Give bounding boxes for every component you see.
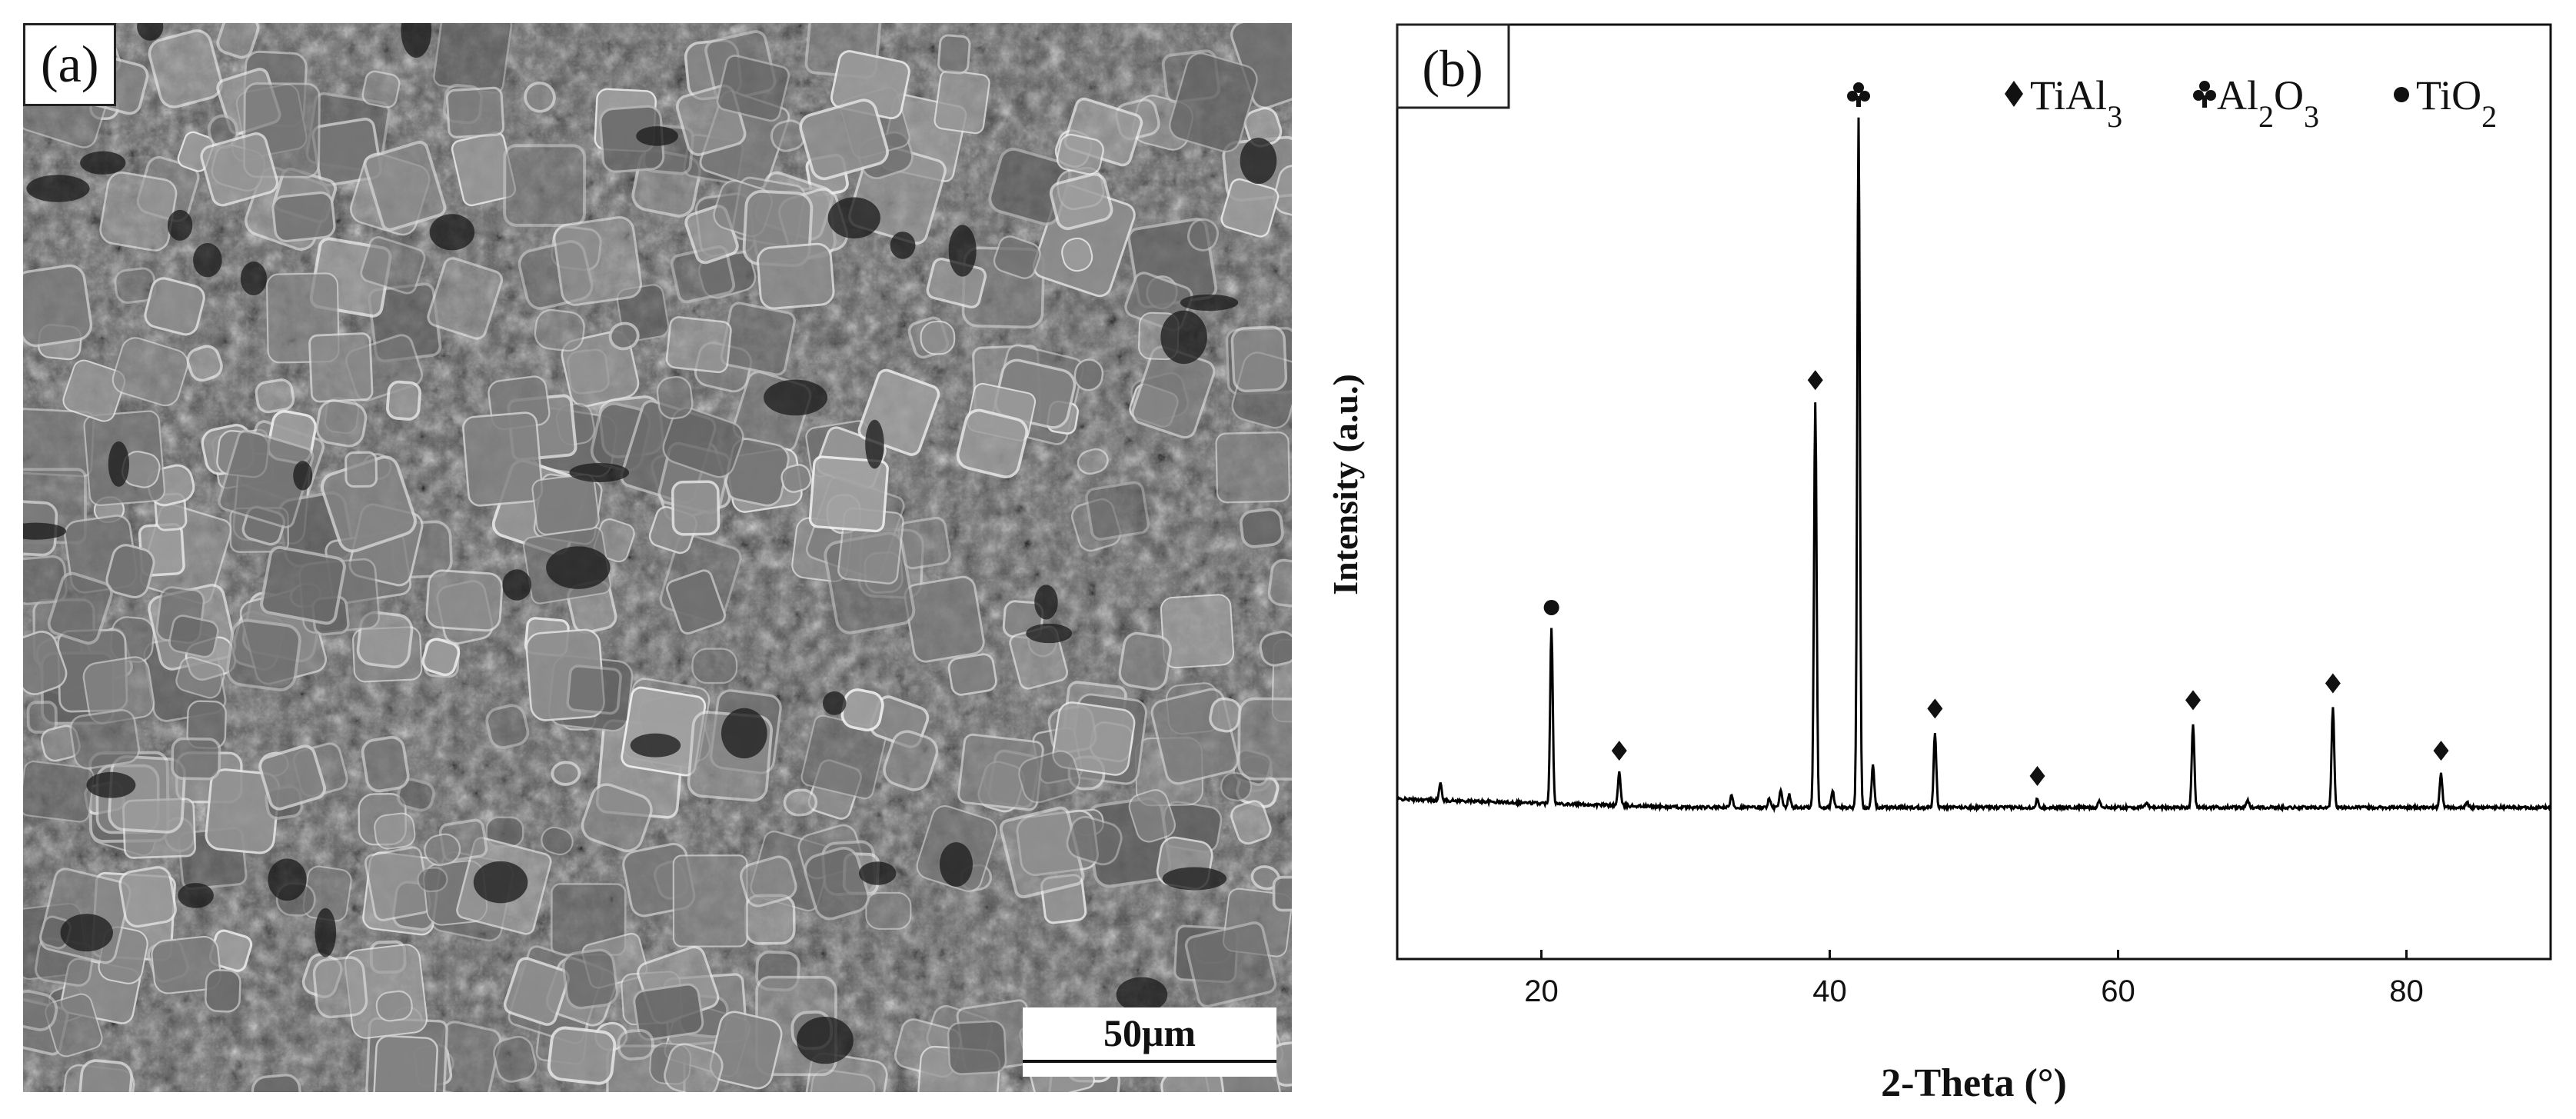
peak-marker-diamond-icon — [2185, 690, 2201, 711]
xrd-chart: 20 40 60 80 2-Theta (°) Intensity (a.u.) Ti… — [1311, 23, 2572, 1115]
peak-marker-diamond-icon — [2029, 765, 2045, 786]
club-icon — [2193, 81, 2216, 108]
peak-marker-circle-icon — [1543, 599, 1559, 615]
legend-tial3: TiAl3 — [2030, 72, 2122, 134]
sem-micrograph: (a) 50μm — [23, 23, 1292, 1092]
peak-marker-club-icon — [1847, 82, 1870, 107]
legend-al2o3: Al2O3 — [2217, 72, 2319, 134]
xrd-spectrum-line — [1396, 117, 2552, 814]
panel-label-a: (a) — [23, 23, 117, 106]
scale-bar-label: 50μm — [1103, 1011, 1196, 1054]
peak-marker-diamond-icon — [1927, 698, 1943, 719]
legend: TiAl3 Al2O3 TiO2 — [2005, 72, 2497, 134]
circle-icon — [2394, 87, 2409, 102]
peak-marker-diamond-icon — [2325, 673, 2341, 694]
x-axis-label: 2-Theta (°) — [1881, 1061, 2067, 1105]
peak-marker-diamond-icon — [1611, 741, 1627, 761]
scale-bar: 50μm — [1023, 1007, 1276, 1077]
sem-image — [23, 23, 1292, 1092]
panel-label-b-box: (b) — [1396, 23, 1510, 109]
x-tick-label: 20 — [1524, 974, 1559, 1008]
panel-label-b: (b) — [1422, 39, 1483, 98]
plot-frame — [1396, 23, 2552, 961]
x-tick-label: 80 — [2389, 974, 2424, 1008]
scale-bar-line — [1023, 1060, 1276, 1077]
peak-marker-diamond-icon — [2433, 741, 2449, 761]
legend-tio2: TiO2 — [2416, 72, 2497, 134]
x-tick-label: 60 — [2101, 974, 2135, 1008]
xrd-chart-svg: 20 40 60 80 2-Theta (°) Intensity (a.u.) Ti… — [1326, 23, 2552, 1105]
y-axis-label: Intensity (a.u.) — [1326, 374, 1365, 595]
peak-marker-diamond-icon — [1807, 370, 1823, 391]
x-tick-label: 40 — [1812, 974, 1847, 1008]
diamond-icon — [2005, 81, 2023, 107]
